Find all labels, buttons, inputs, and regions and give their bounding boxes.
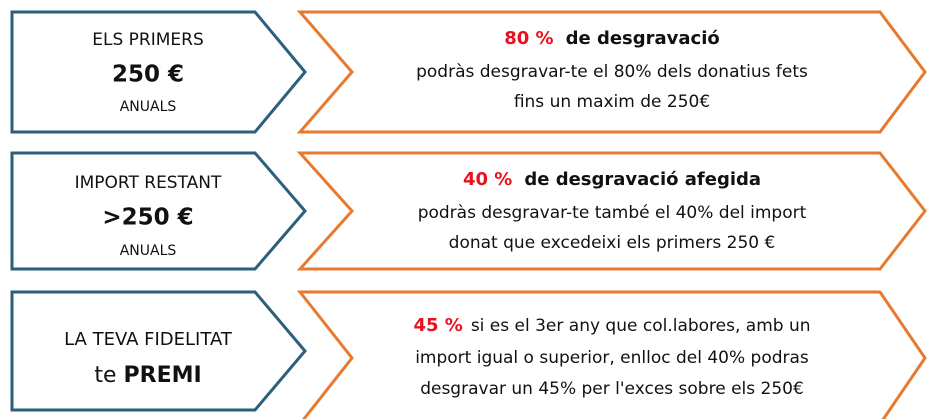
right-text: si es el 3er any que col.labores, amb un xyxy=(471,316,811,336)
right-line: podràs desgravar-te també el 40% del imp… xyxy=(418,203,807,223)
right-line: fins un maxim de 250€ xyxy=(514,92,710,112)
right-line: desgravar un 45% per l'exces sobre els 2… xyxy=(420,379,804,399)
right-line: donat que excedeixi els primers 250 € xyxy=(449,233,776,253)
left-box xyxy=(10,290,307,412)
highlight: 40 % xyxy=(463,169,512,190)
right-chevron xyxy=(296,151,927,271)
right-line: podràs desgravar-te el 80% dels donatius… xyxy=(416,62,808,82)
left-line2: te PREMI xyxy=(94,363,201,388)
left-bold: PREMI xyxy=(124,363,202,388)
highlight: 45 % xyxy=(413,315,462,336)
right-chevron xyxy=(296,10,927,134)
left-line3: ANUALS xyxy=(120,99,177,115)
right-heading: 80 % de desgravació xyxy=(504,28,720,49)
left-line2: >250 € xyxy=(102,205,193,231)
heading: de desgravació xyxy=(566,28,720,49)
left-line1: IMPORT RESTANT xyxy=(75,173,222,193)
highlight: 80 % xyxy=(504,28,553,49)
right-line: import igual o superior, enlloc del 40% … xyxy=(415,348,809,368)
left-box xyxy=(10,10,307,134)
left-line1: LA TEVA FIDELITAT xyxy=(64,329,233,350)
right-chevron xyxy=(296,290,927,419)
left-text: te xyxy=(94,363,116,388)
right-heading: 45 % si es el 3er any que col.labores, am… xyxy=(413,315,810,336)
left-line2: 250 € xyxy=(112,62,184,88)
left-box xyxy=(10,151,307,271)
right-heading: 40 % de desgravació afegida xyxy=(463,169,761,190)
left-line1: ELS PRIMERS xyxy=(92,30,204,50)
heading: de desgravació afegida xyxy=(524,169,761,190)
left-line3: ANUALS xyxy=(120,243,177,259)
